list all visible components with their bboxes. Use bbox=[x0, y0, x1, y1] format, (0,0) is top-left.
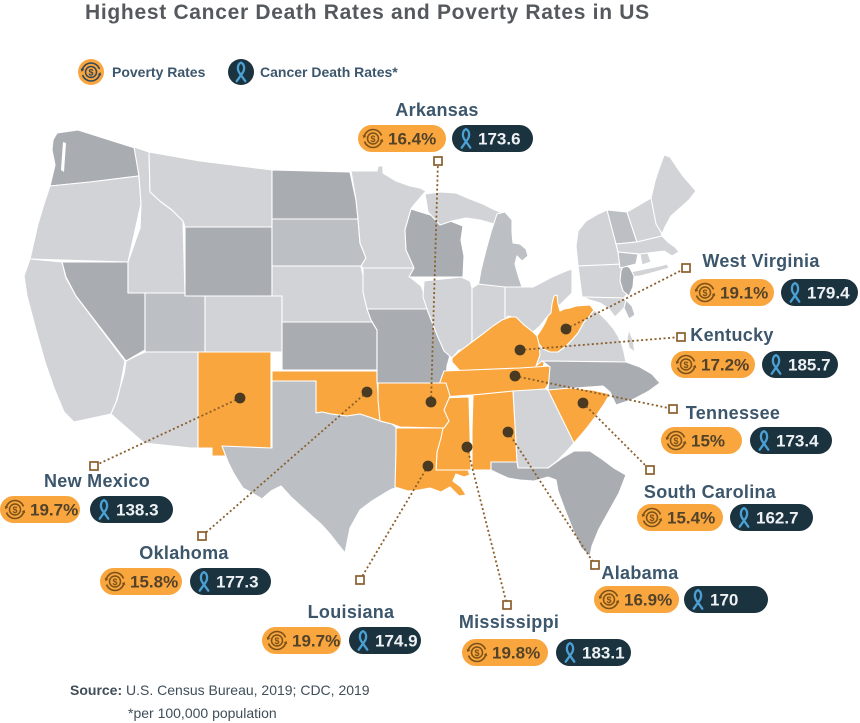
svg-text:19.1%: 19.1% bbox=[720, 284, 768, 303]
svg-text:Mississippi: Mississippi bbox=[459, 612, 559, 632]
svg-text:$: $ bbox=[274, 636, 279, 646]
svg-text:Arkansas: Arkansas bbox=[395, 100, 478, 120]
svg-text:Alabama: Alabama bbox=[601, 563, 679, 583]
svg-text:Louisiana: Louisiana bbox=[308, 602, 395, 622]
svg-text:16.9%: 16.9% bbox=[624, 591, 672, 610]
svg-text:179.4: 179.4 bbox=[807, 284, 850, 303]
svg-text:17.2%: 17.2% bbox=[701, 356, 749, 375]
svg-text:*per 100,000 population: *per 100,000 population bbox=[128, 705, 277, 721]
svg-text:174.9: 174.9 bbox=[375, 632, 418, 651]
svg-text:Source: U.S. Census Bureau, 20: Source: U.S. Census Bureau, 2019; CDC, 2… bbox=[70, 682, 370, 698]
svg-text:$: $ bbox=[88, 67, 93, 77]
svg-text:$: $ bbox=[606, 595, 611, 605]
svg-text:183.1: 183.1 bbox=[582, 644, 625, 663]
svg-text:162.7: 162.7 bbox=[756, 509, 799, 528]
svg-text:South Carolina: South Carolina bbox=[644, 482, 777, 502]
svg-text:$: $ bbox=[474, 648, 479, 658]
svg-text:15.8%: 15.8% bbox=[130, 573, 178, 592]
svg-text:$: $ bbox=[370, 134, 375, 144]
svg-text:170: 170 bbox=[710, 591, 738, 610]
svg-text:$: $ bbox=[673, 436, 678, 446]
svg-text:19.8%: 19.8% bbox=[492, 644, 540, 663]
svg-text:177.3: 177.3 bbox=[216, 573, 259, 592]
svg-text:Tennessee: Tennessee bbox=[686, 403, 780, 423]
svg-text:Kentucky: Kentucky bbox=[690, 325, 773, 345]
svg-text:15.4%: 15.4% bbox=[667, 509, 715, 528]
svg-text:$: $ bbox=[702, 288, 707, 298]
svg-text:173.6: 173.6 bbox=[478, 130, 521, 149]
svg-text:Highest Cancer Death Rates and: Highest Cancer Death Rates and Poverty R… bbox=[85, 1, 650, 24]
svg-text:185.7: 185.7 bbox=[788, 356, 831, 375]
svg-text:$: $ bbox=[112, 577, 117, 587]
svg-text:$: $ bbox=[683, 360, 688, 370]
svg-text:Oklahoma: Oklahoma bbox=[139, 543, 229, 563]
svg-text:19.7%: 19.7% bbox=[292, 632, 340, 651]
svg-text:West Virginia: West Virginia bbox=[702, 251, 820, 271]
svg-text:173.4: 173.4 bbox=[776, 432, 819, 451]
svg-text:Poverty Rates: Poverty Rates bbox=[112, 64, 206, 80]
svg-text:19.7%: 19.7% bbox=[30, 501, 78, 520]
svg-text:Cancer Death Rates*: Cancer Death Rates* bbox=[260, 64, 398, 80]
svg-text:$: $ bbox=[649, 513, 654, 523]
svg-text:138.3: 138.3 bbox=[116, 501, 159, 520]
svg-text:$: $ bbox=[12, 505, 17, 515]
svg-text:16.4%: 16.4% bbox=[388, 130, 436, 149]
svg-text:New Mexico: New Mexico bbox=[44, 471, 150, 491]
svg-text:15%: 15% bbox=[691, 432, 725, 451]
